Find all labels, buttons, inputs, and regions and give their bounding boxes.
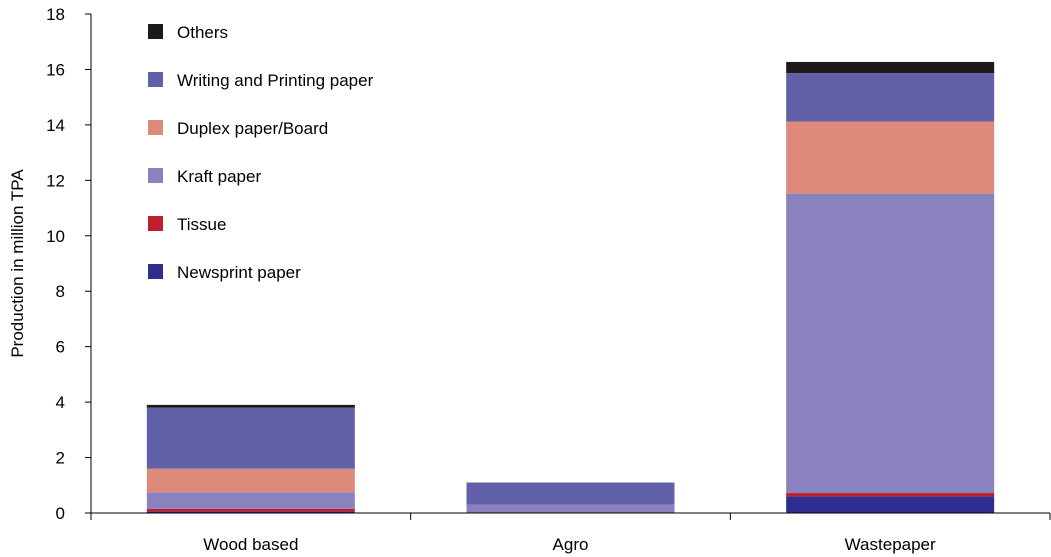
y-tick-label: 2 — [56, 449, 65, 468]
x-category-label: Agro — [553, 535, 589, 554]
bar-segment — [786, 121, 995, 194]
y-tick-label: 4 — [56, 393, 65, 412]
bar-segment — [786, 193, 995, 494]
y-tick-label: 6 — [56, 338, 65, 357]
bar-segment — [146, 468, 355, 493]
y-tick-label: 18 — [46, 5, 65, 24]
y-tick-label: 16 — [46, 60, 65, 79]
legend: Others Writing and Printing paper Duplex p… — [148, 23, 374, 282]
legend-label: Duplex paper/Board — [177, 119, 328, 138]
bars-layer — [146, 61, 995, 513]
x-ticks: Wood based Agro Wastepaper — [90, 513, 1051, 554]
y-tick-label: 8 — [56, 282, 65, 301]
legend-label: Newsprint paper — [177, 263, 301, 282]
bar-segment — [786, 496, 995, 513]
bar-segment — [786, 61, 995, 74]
legend-swatch — [148, 168, 163, 183]
bar-segment — [786, 73, 995, 122]
y-tick-label: 12 — [46, 171, 65, 190]
bar-segment — [146, 492, 355, 509]
legend-swatch — [148, 216, 163, 231]
legend-label: Others — [177, 23, 228, 42]
legend-swatch — [148, 24, 163, 39]
legend-swatch — [148, 264, 163, 279]
y-tick-label: 14 — [46, 116, 65, 135]
bar-segment — [466, 482, 675, 505]
bar-segment — [466, 504, 675, 513]
y-tick-label: 10 — [46, 227, 65, 246]
bar-segment — [146, 407, 355, 469]
legend-label: Tissue — [177, 215, 226, 234]
legend-swatch — [148, 120, 163, 135]
bar-segment — [146, 404, 355, 408]
y-tick-label: 0 — [56, 504, 65, 523]
bar-segment — [146, 508, 355, 512]
x-category-label: Wastepaper — [845, 535, 936, 554]
x-category-label: Wood based — [203, 535, 298, 554]
y-ticks: 0 2 4 6 8 10 12 14 16 18 — [46, 5, 91, 523]
bar-segment — [786, 493, 995, 497]
bar-segment — [146, 511, 355, 513]
legend-label: Kraft paper — [177, 167, 261, 186]
y-axis-label: Production in million TPA — [8, 169, 27, 358]
legend-label: Writing and Printing paper — [177, 71, 374, 90]
legend-swatch — [148, 72, 163, 87]
